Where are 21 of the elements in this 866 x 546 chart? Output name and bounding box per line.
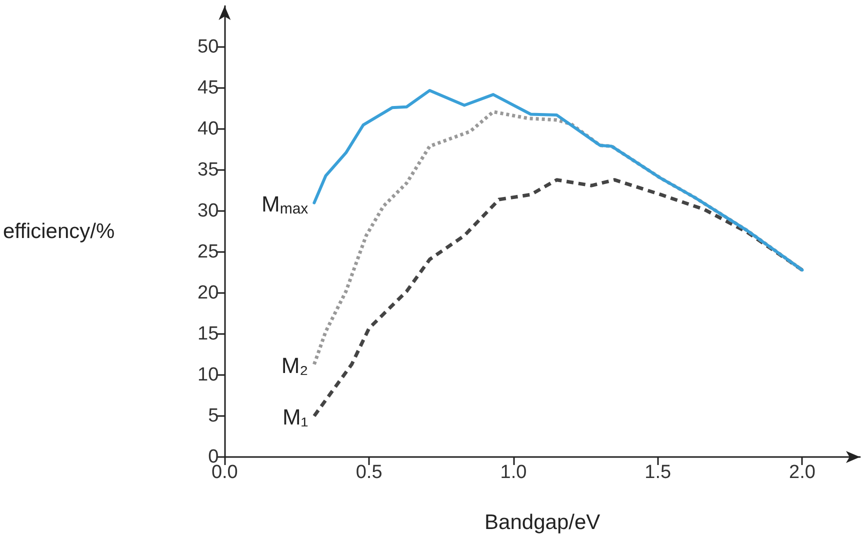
line-series <box>312 178 804 418</box>
y-tick-label: 25 <box>198 242 219 262</box>
x-tick-label: 2.0 <box>789 462 816 483</box>
y-tick-label: 45 <box>198 78 219 98</box>
x-tick-label: 1.5 <box>644 462 672 483</box>
y-tick-label: 35 <box>198 160 219 180</box>
y-tick-label: 10 <box>198 364 219 386</box>
x-tick-label: 1.0 <box>500 462 527 483</box>
series-label: M₁ <box>282 404 308 430</box>
y-tick-label: 15 <box>198 324 219 344</box>
x-axis-title: Bandgap/eV <box>484 511 600 534</box>
y-tick-label: 5 <box>208 406 219 426</box>
y-tick-label: 40 <box>198 118 219 140</box>
x-tick-label: 0.5 <box>356 462 382 483</box>
series-label: M₂ <box>281 352 308 378</box>
y-tick-label: 20 <box>198 282 219 304</box>
y-tick-label: 50 <box>198 36 219 58</box>
y-tick-label: 30 <box>198 200 219 222</box>
line-series <box>312 88 804 272</box>
y-axis-title: efficiency/% <box>2 220 115 243</box>
line-series <box>312 110 804 366</box>
